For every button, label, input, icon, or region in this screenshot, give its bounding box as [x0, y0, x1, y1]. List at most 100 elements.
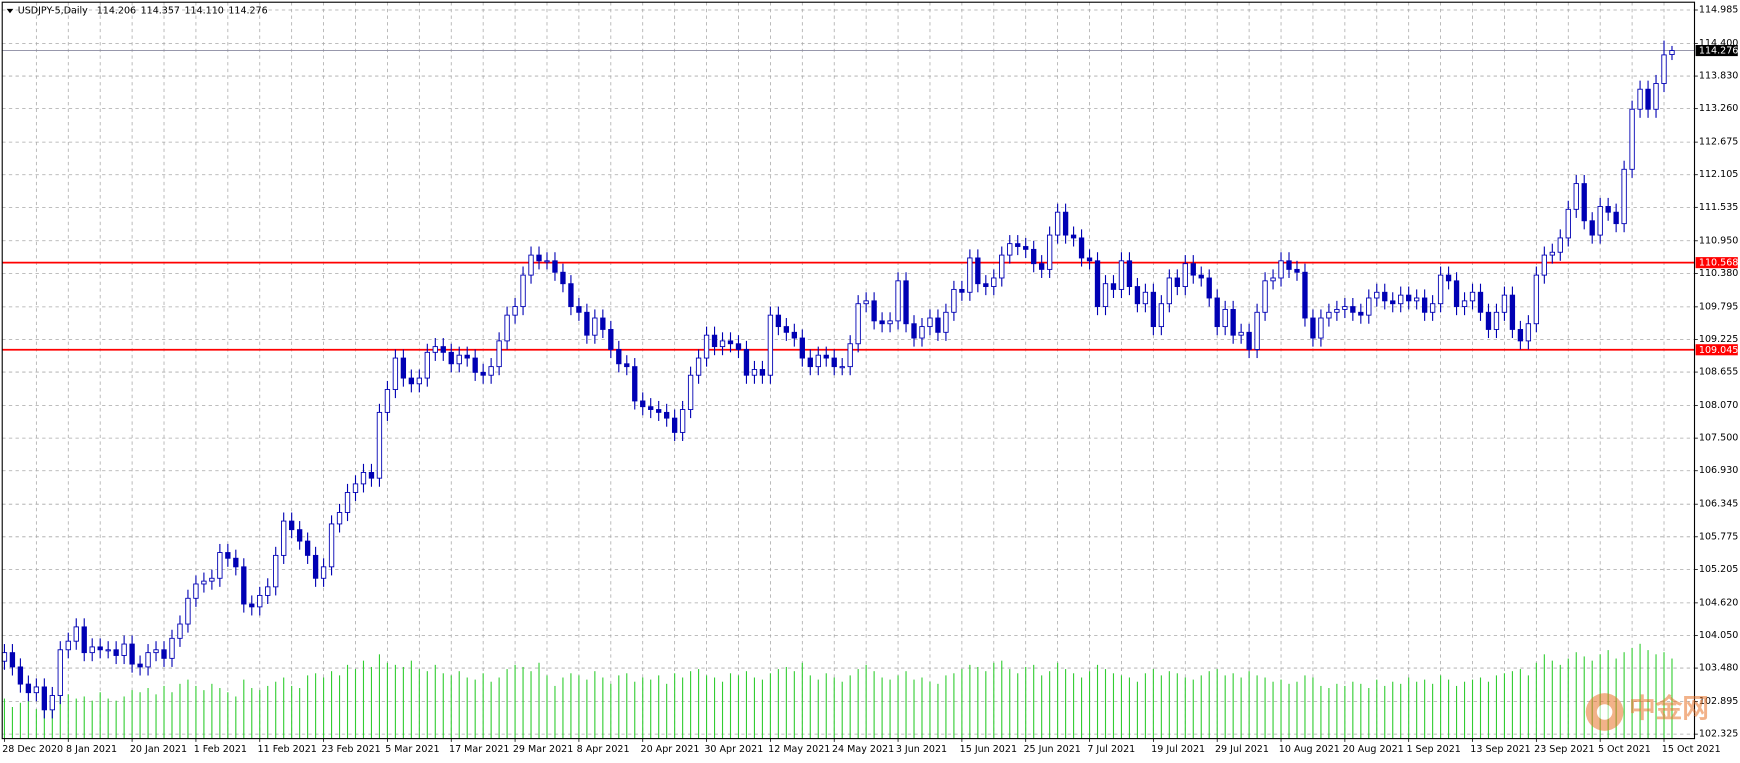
- candle-body: [703, 334, 710, 359]
- candle-body: [9, 652, 16, 668]
- candle-body: [177, 623, 183, 639]
- candle-body: [1589, 220, 1595, 236]
- candle-body: [927, 317, 933, 328]
- candle-body: [815, 354, 821, 368]
- candle-body: [911, 323, 917, 339]
- x-tick-label: 10 Aug 2021: [1279, 744, 1340, 755]
- candle-body: [440, 346, 446, 353]
- candle-body: [1134, 286, 1141, 305]
- candle-body: [1102, 283, 1109, 308]
- candle-body: [320, 566, 327, 579]
- candle-body: [73, 626, 79, 642]
- candle-body: [1398, 294, 1404, 305]
- y-tick-label: 113.260: [1699, 103, 1738, 114]
- candle-body: [751, 369, 758, 376]
- candle-body: [831, 357, 837, 368]
- candle-body: [719, 340, 726, 348]
- candle-body: [17, 666, 24, 685]
- y-tick-label: 103.480: [1699, 663, 1738, 674]
- candle-body: [265, 586, 271, 596]
- candle-body: [1437, 274, 1444, 305]
- candle-body: [1254, 311, 1260, 350]
- x-tick-label: 8 Apr 2021: [577, 744, 630, 755]
- header-high: 114.357: [141, 6, 180, 17]
- candle-body: [121, 643, 127, 656]
- candle-body: [209, 577, 215, 582]
- candle-body: [1485, 311, 1492, 330]
- candle-body: [201, 580, 207, 585]
- candle-body: [384, 389, 391, 413]
- candle-body: [296, 529, 303, 542]
- x-tick-label: 1 Feb 2021: [194, 744, 247, 755]
- header-low: 114.110: [184, 6, 223, 17]
- candle-body: [664, 411, 670, 419]
- candle-body: [1565, 208, 1571, 239]
- candle-body: [1645, 88, 1651, 110]
- y-tick-label: 112.675: [1699, 137, 1738, 148]
- y-tick-label: 112.105: [1699, 169, 1738, 180]
- candle-body: [1142, 291, 1149, 305]
- candle-body: [217, 552, 223, 579]
- candle-body: [983, 283, 989, 287]
- x-tick-label: 24 May 2021: [832, 744, 894, 755]
- candle-body: [1342, 306, 1348, 310]
- x-tick-label: 13 Sep 2021: [1470, 744, 1530, 755]
- x-tick-label: 20 Apr 2021: [641, 744, 700, 755]
- candle-body: [711, 334, 718, 348]
- candle-body: [89, 646, 95, 654]
- candle-body: [289, 520, 295, 531]
- x-tick-label: 29 Jul 2021: [1215, 744, 1269, 755]
- candle-body: [1549, 251, 1555, 256]
- candle-body: [1039, 263, 1045, 270]
- candle-body: [1214, 297, 1220, 328]
- candle-body: [1326, 311, 1332, 319]
- x-tick-label: 29 Mar 2021: [513, 744, 573, 755]
- candle-body: [951, 288, 957, 313]
- candle-body: [695, 357, 702, 376]
- candle-body: [488, 366, 494, 376]
- candle-body: [855, 303, 861, 345]
- candle-body: [1445, 274, 1452, 282]
- candle-body: [520, 274, 526, 308]
- y-tick-label: 102.895: [1699, 696, 1738, 707]
- last-price-label: 114.276: [1699, 46, 1738, 57]
- candle-body: [536, 254, 542, 262]
- y-tick-label: 108.655: [1699, 367, 1738, 378]
- candle-body: [775, 314, 782, 328]
- candle-body: [727, 340, 734, 345]
- candle-body: [33, 686, 40, 694]
- candle-body: [560, 271, 566, 285]
- y-tick-label: 114.985: [1699, 4, 1738, 15]
- y-tick-label: 105.775: [1699, 531, 1738, 542]
- candle-body: [1126, 260, 1133, 287]
- watermark: 中金网: [1585, 693, 1709, 731]
- candle-body: [1206, 277, 1212, 299]
- candle-body: [1286, 260, 1292, 270]
- candle-body: [1294, 268, 1300, 273]
- x-tick-label: 28 Dec 2020: [2, 744, 63, 755]
- axis-layer: 102.325 102.895 103.480 104.050 104.620 105.2…: [2, 4, 1738, 755]
- candle-body: [1541, 254, 1547, 276]
- candle-body: [105, 649, 111, 652]
- x-tick-label: 7 Jul 2021: [1087, 744, 1135, 755]
- candle-body: [863, 300, 869, 305]
- y-tick-label: 110.380: [1699, 268, 1738, 279]
- candle-body: [687, 374, 694, 410]
- candle-body: [1414, 297, 1420, 302]
- candle-body: [360, 472, 367, 485]
- candle-body: [241, 566, 247, 605]
- candle-body: [1007, 243, 1013, 256]
- x-tick-label: 25 Jun 2021: [1023, 744, 1080, 755]
- y-tick-label: 108.070: [1699, 400, 1738, 411]
- candle-body: [807, 357, 813, 368]
- candle-body: [1062, 211, 1069, 236]
- candle-body: [1118, 260, 1125, 290]
- level-label: 109.045: [1699, 345, 1738, 356]
- candle-body: [368, 472, 375, 479]
- candle-body: [1597, 206, 1603, 236]
- candle-body: [137, 663, 143, 668]
- level-label: 110.568: [1699, 258, 1738, 269]
- candle-body: [1166, 277, 1172, 305]
- candle-body: [504, 314, 510, 342]
- candle-body: [464, 354, 470, 359]
